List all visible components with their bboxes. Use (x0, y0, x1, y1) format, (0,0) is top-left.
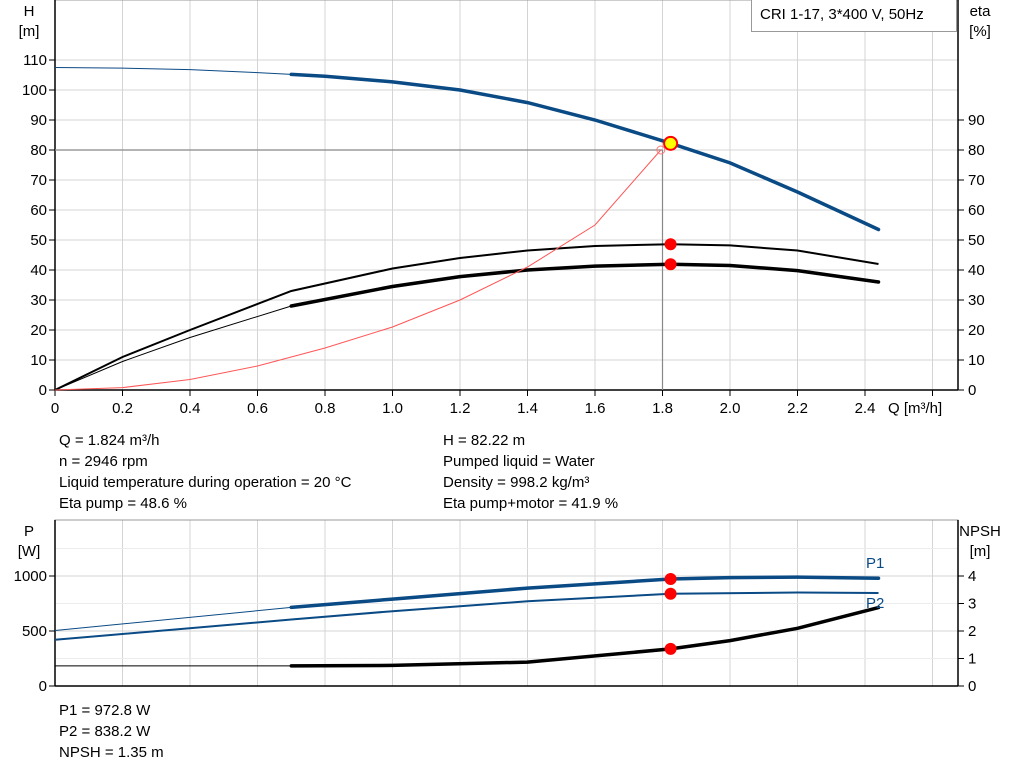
readout-liquid: Pumped liquid = Water (443, 453, 595, 470)
readout-temperature: Liquid temperature during operation = 20… (59, 474, 352, 491)
y-right-tick-label: 60 (968, 202, 985, 219)
x-tick-label: 2.4 (855, 400, 876, 417)
readout-p1: P1 = 972.8 W (59, 702, 151, 719)
y-right-tick-label: 0 (968, 678, 976, 695)
readout-bottom: P1 = 972.8 W P2 = 838.2 W NPSH = 1.35 m (59, 700, 164, 763)
y-tick-label: 10 (30, 352, 47, 369)
x-tick-label: 2.2 (787, 400, 808, 417)
y-tick-label: 110 (23, 52, 47, 69)
y-tick-label: 50 (30, 232, 47, 249)
x-tick-label: 2.0 (720, 400, 741, 417)
y-right-axis-label: [%] (969, 23, 991, 40)
y-right-tick-label: 2 (968, 623, 976, 640)
readout-eta-pump: Eta pump = 48.6 % (59, 495, 187, 512)
duty-point-marker (663, 135, 679, 151)
y-right-tick-label: 1 (968, 651, 976, 668)
readout-eta-pump-motor: Eta pump+motor = 41.9 % (443, 495, 619, 512)
readout-flow: Q = 1.824 m³/h (59, 432, 160, 449)
y-tick-label: 30 (30, 292, 47, 309)
curve-eta_pump (54, 243, 879, 391)
readout-npsh: NPSH = 1.35 m (59, 744, 164, 761)
y-axis-label: P (24, 523, 34, 540)
curve-eta_pump_motor-extrapolated (54, 305, 292, 391)
y-right-tick-label: 90 (968, 112, 985, 129)
curve-P1-extrapolated (54, 606, 292, 631)
y-tick-label: 1000 (14, 568, 47, 585)
y-axis-label: [m] (19, 23, 40, 40)
x-tick-label: 0.6 (247, 400, 268, 417)
operating-point-marker (664, 238, 677, 251)
y-right-tick-label: 3 (968, 596, 976, 613)
y-tick-label: 500 (22, 623, 47, 640)
y-tick-label: 0 (39, 678, 47, 695)
y-tick-label: 40 (30, 262, 47, 279)
y-right-tick-label: 30 (968, 292, 985, 309)
curve-eta_pump_motor (289, 262, 881, 308)
y-right-tick-label: 50 (968, 232, 985, 249)
operating-point-marker (664, 587, 677, 600)
operating-point-marker (664, 572, 677, 585)
x-tick-label: 0.8 (315, 400, 336, 417)
y-right-axis-label: [m] (970, 543, 991, 560)
x-tick-label: 0.4 (180, 400, 201, 417)
y-tick-label: 70 (30, 172, 47, 189)
y-right-tick-label: 70 (968, 172, 985, 189)
curve-system (54, 149, 662, 391)
system-curve-end-marker (656, 145, 666, 155)
x-tick-label: 1.6 (585, 400, 606, 417)
x-tick-label: 1.0 (382, 400, 403, 417)
readout-speed: n = 2946 rpm (59, 453, 148, 470)
x-axis-label: Q [m³/h] (888, 400, 942, 417)
x-tick-label: 0.2 (112, 400, 133, 417)
y-tick-label: 0 (39, 382, 47, 399)
curve-H (289, 72, 881, 232)
readout-head: H = 82.22 m (443, 432, 526, 449)
legend-box: CRI 1-17, 3*400 V, 50Hz (751, 0, 957, 32)
y-axis-label: H (24, 3, 35, 20)
y-right-tick-label: 0 (968, 382, 976, 399)
readout-density: Density = 998.2 kg/m³ (443, 474, 590, 491)
y-tick-label: 100 (22, 82, 47, 99)
curve-NPSH (289, 605, 881, 668)
x-tick-label: 1.2 (450, 400, 471, 417)
y-tick-label: 90 (30, 112, 47, 129)
curve-H-extrapolated (54, 67, 292, 75)
readout-right: H = 82.22 m Pumped liquid = Water Densit… (443, 430, 618, 514)
x-tick-label: 1.4 (517, 400, 538, 417)
series-label-P2: P2 (866, 595, 884, 612)
curve-P2 (54, 591, 879, 641)
x-tick-label: 1.8 (652, 400, 673, 417)
y-tick-label: 20 (30, 322, 47, 339)
y-right-axis-label: eta (970, 3, 992, 20)
y-right-tick-label: 40 (968, 262, 985, 279)
operating-point-marker (664, 642, 677, 655)
y-axis-label: [W] (18, 543, 41, 560)
y-right-tick-label: 20 (968, 322, 985, 339)
y-right-axis-label: NPSH (959, 523, 1001, 540)
y-right-tick-label: 4 (968, 568, 976, 585)
x-tick-label: 0 (51, 400, 59, 417)
series-label-P1: P1 (866, 555, 884, 572)
readout-p2: P2 = 838.2 W (59, 723, 151, 740)
y-right-tick-label: 10 (968, 352, 985, 369)
y-right-tick-label: 80 (968, 142, 985, 159)
readout-left: Q = 1.824 m³/h n = 2946 rpm Liquid tempe… (59, 430, 351, 514)
operating-point-marker (664, 258, 677, 271)
y-tick-label: 80 (30, 142, 47, 159)
y-tick-label: 60 (30, 202, 47, 219)
